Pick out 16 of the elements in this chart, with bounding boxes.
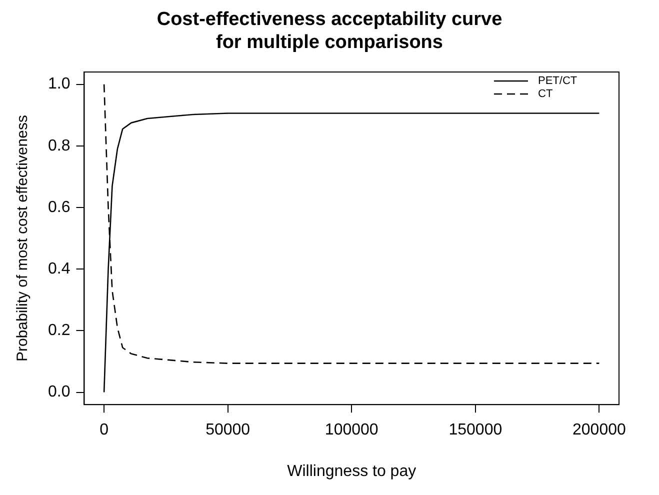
- x-tick-label: 50000: [206, 422, 250, 439]
- y-tick-label: 0.0: [48, 384, 70, 401]
- x-axis-title: Willingness to pay: [287, 462, 416, 480]
- y-tick-label: 0.8: [48, 137, 70, 154]
- x-tick-label: 0: [100, 422, 109, 439]
- y-tick-label: 0.4: [48, 260, 70, 278]
- x-tick-label: 150000: [448, 422, 502, 439]
- legend-label: PET/CT: [538, 75, 578, 88]
- x-tick-label: 200000: [572, 422, 626, 439]
- y-tick-label: 0.6: [48, 198, 70, 216]
- y-tick-label: 1.0: [48, 76, 70, 93]
- y-tick-label: 0.2: [48, 322, 70, 340]
- legend-label: CT: [538, 88, 553, 100]
- x-tick-label: 100000: [324, 422, 378, 439]
- chart-title: Cost-effectiveness acceptability curve for multiple comparisons: [156, 8, 504, 54]
- y-axis-title: Probability of most cost effectiveness: [14, 115, 32, 362]
